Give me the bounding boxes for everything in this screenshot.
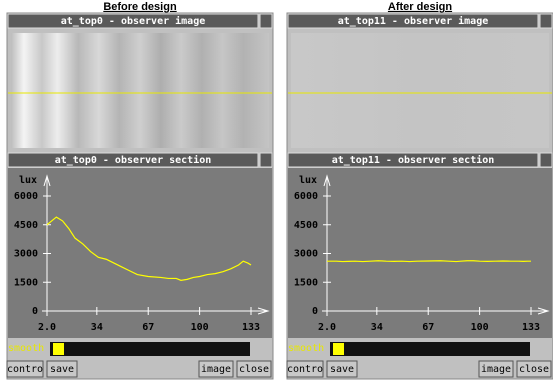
slider-thumb[interactable] (333, 343, 344, 355)
x-tick-label: 100 (191, 322, 209, 333)
x-tick-label: 34 (91, 322, 103, 333)
window-title: at_top11 - observer image (338, 15, 489, 27)
y-tick-label: 6000 (294, 191, 318, 202)
x-tick-label: 2.0 (318, 322, 336, 333)
y-tick-label: 1500 (294, 277, 318, 288)
window-title: at_top11 - observer section (332, 154, 495, 166)
x-tick-label: 34 (371, 322, 383, 333)
window-button[interactable] (260, 153, 272, 167)
y-tick-label: 4500 (294, 220, 318, 231)
y-tick-label: 0 (312, 306, 318, 317)
panel-heading: Before design (103, 1, 177, 13)
y-tick-label: 3000 (294, 249, 318, 260)
y-axis-label: lux (299, 175, 317, 186)
y-tick-label: 6000 (14, 191, 38, 202)
button-label: save (330, 364, 354, 375)
button-label: close (519, 364, 549, 375)
x-tick-label: 133 (242, 322, 260, 333)
button-label: contro (7, 364, 43, 375)
y-axis-label: lux (19, 175, 37, 186)
observer-image (291, 33, 549, 148)
window-title: at_top0 - observer section (55, 154, 212, 166)
button-label: contro (287, 364, 323, 375)
slider-track[interactable] (330, 342, 530, 356)
slider-thumb[interactable] (53, 343, 64, 355)
button-label: image (481, 364, 511, 375)
button-label: close (239, 364, 269, 375)
window-button[interactable] (260, 14, 272, 28)
x-tick-label: 133 (522, 322, 540, 333)
x-tick-label: 67 (422, 322, 434, 333)
slider-label: smooth (288, 343, 324, 354)
x-tick-label: 67 (142, 322, 154, 333)
y-tick-label: 4500 (14, 220, 38, 231)
slider-track[interactable] (50, 342, 250, 356)
slider-label: smooth (8, 343, 44, 354)
y-tick-label: 0 (32, 306, 38, 317)
panel-heading: After design (388, 1, 452, 13)
window-title: at_top0 - observer image (61, 15, 206, 27)
x-tick-label: 100 (471, 322, 489, 333)
data-line (327, 261, 531, 262)
button-label: image (201, 364, 231, 375)
observer-image (11, 33, 269, 148)
button-label: save (50, 364, 74, 375)
screenshot: Before design at_top0 - observer image at_… (0, 0, 553, 381)
x-tick-label: 2.0 (38, 322, 56, 333)
window-button[interactable] (540, 153, 552, 167)
y-tick-label: 3000 (14, 249, 38, 260)
window-button[interactable] (540, 14, 552, 28)
y-tick-label: 1500 (14, 277, 38, 288)
